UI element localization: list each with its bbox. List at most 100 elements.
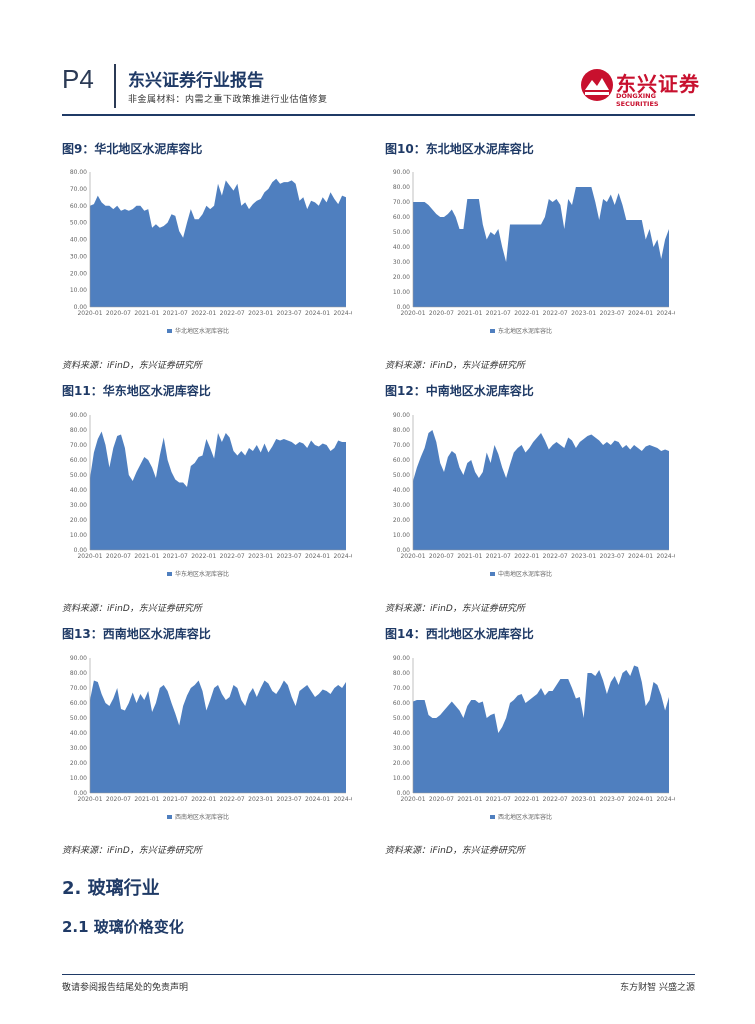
series-area <box>90 431 346 550</box>
figure-source: 资料来源：iFinD，东兴证券研究所 <box>385 361 525 371</box>
legend-label: 华东地区水泥库容比 <box>175 570 229 578</box>
legend-swatch <box>167 329 172 333</box>
y-tick-label: 0.00 <box>74 304 88 311</box>
y-tick-label: 70.00 <box>70 442 87 449</box>
x-tick-label: 2020-01 <box>400 796 425 803</box>
x-tick-label: 2020-07 <box>429 310 454 317</box>
figure-source: 资料来源：iFinD，东兴证券研究所 <box>385 604 525 614</box>
x-tick-label: 2021-07 <box>486 796 511 803</box>
x-tick-label: 2024-01 <box>628 310 653 317</box>
x-tick-label: 2023-07 <box>600 796 625 803</box>
company-logo: 东兴证券 DONGXING SECURITIES <box>580 68 700 108</box>
figure-source: 资料来源：iFinD，东兴证券研究所 <box>385 846 525 856</box>
x-tick-label: 2021-01 <box>457 310 482 317</box>
y-tick-label: 30.00 <box>393 259 410 266</box>
legend-swatch <box>490 815 495 819</box>
x-tick-label: 2023-07 <box>600 553 625 560</box>
legend-label: 西南地区水泥库容比 <box>175 813 229 821</box>
x-tick-label: 2020-07 <box>106 553 131 560</box>
x-tick-label: 2022-01 <box>191 310 216 317</box>
y-tick-label: 90.00 <box>70 412 87 419</box>
y-tick-label: 10.00 <box>393 775 410 782</box>
x-tick-label: 2020-07 <box>429 796 454 803</box>
x-tick-label: 2022-01 <box>514 796 539 803</box>
area-chart: 0.00 10.00 20.00 30.00 40.00 50.00 60.00 70.00 8… <box>70 412 352 578</box>
y-tick-label: 30.00 <box>393 745 410 752</box>
x-tick-label: 2020-07 <box>106 310 131 317</box>
x-tick-label: 2024-01 <box>305 796 330 803</box>
x-tick-label: 2023-07 <box>600 310 625 317</box>
x-tick-label: 2023-01 <box>248 310 273 317</box>
y-tick-label: 80.00 <box>393 184 410 191</box>
x-tick-label: 2024-07 <box>656 796 675 803</box>
figure-title: 图11：华东地区水泥库容比 <box>62 384 211 398</box>
x-tick-label: 2021-07 <box>486 553 511 560</box>
y-tick-label: 20.00 <box>70 270 87 277</box>
y-tick-label: 40.00 <box>393 244 410 251</box>
y-tick-label: 70.00 <box>393 199 410 206</box>
x-tick-label: 2022-01 <box>191 796 216 803</box>
chart-northwest: 0.00 10.00 20.00 30.00 40.00 50.00 60.00 70.00 8… <box>385 648 675 833</box>
y-tick-label: 60.00 <box>70 700 87 707</box>
x-tick-label: 2022-07 <box>220 553 245 560</box>
y-tick-label: 70.00 <box>70 685 87 692</box>
area-chart: 0.00 10.00 20.00 30.00 40.00 50.00 60.00 70.00 8… <box>70 655 352 821</box>
area-chart: 0.00 10.00 20.00 30.00 40.00 50.00 60.00 70.00 8… <box>393 655 675 821</box>
y-tick-label: 0.00 <box>397 547 411 554</box>
series-area <box>90 178 346 307</box>
x-tick-label: 2022-07 <box>543 796 568 803</box>
area-chart: 0.00 10.00 20.00 30.00 40.00 50.00 60.00 70.00 8… <box>70 169 352 335</box>
y-tick-label: 90.00 <box>393 412 410 419</box>
footer-slogan: 东方财智 兴盛之源 <box>620 983 695 993</box>
x-tick-label: 2023-07 <box>277 310 302 317</box>
chart-east: 0.00 10.00 20.00 30.00 40.00 50.00 60.00 70.00 8… <box>62 405 352 590</box>
x-tick-label: 2024-01 <box>305 553 330 560</box>
y-tick-label: 50.00 <box>393 715 410 722</box>
series-area <box>90 680 346 793</box>
legend-swatch <box>167 815 172 819</box>
y-tick-label: 20.00 <box>393 760 410 767</box>
x-tick-label: 2021-07 <box>163 553 188 560</box>
series-area <box>413 665 669 793</box>
x-tick-label: 2023-01 <box>248 796 273 803</box>
chart-northeast: 0.00 10.00 20.00 30.00 40.00 50.00 60.00 70.00 8… <box>385 162 675 347</box>
header-rule <box>62 114 695 116</box>
y-tick-label: 40.00 <box>393 730 410 737</box>
x-tick-label: 2021-07 <box>163 310 188 317</box>
x-tick-label: 2021-01 <box>457 553 482 560</box>
y-tick-label: 60.00 <box>393 457 410 464</box>
y-tick-label: 50.00 <box>393 472 410 479</box>
y-tick-label: 30.00 <box>70 253 87 260</box>
y-tick-label: 10.00 <box>393 532 410 539</box>
y-tick-label: 90.00 <box>70 655 87 662</box>
y-tick-label: 80.00 <box>393 670 410 677</box>
figure-title: 图10：东北地区水泥库容比 <box>385 142 534 156</box>
y-tick-label: 0.00 <box>397 304 411 311</box>
figure-title: 图9：华北地区水泥库容比 <box>62 142 203 156</box>
y-tick-label: 0.00 <box>74 547 88 554</box>
figure-source: 资料来源：iFinD，东兴证券研究所 <box>62 604 202 614</box>
x-tick-label: 2024-01 <box>628 553 653 560</box>
x-tick-label: 2020-01 <box>77 796 102 803</box>
series-area <box>413 430 669 550</box>
figure-source: 资料来源：iFinD，东兴证券研究所 <box>62 846 202 856</box>
section-heading: 2. 玻璃行业 <box>62 878 160 899</box>
y-tick-label: 20.00 <box>393 517 410 524</box>
y-tick-label: 50.00 <box>70 715 87 722</box>
series-area <box>413 187 669 307</box>
y-tick-label: 30.00 <box>393 502 410 509</box>
legend-label: 中南地区水泥库容比 <box>498 570 552 578</box>
x-tick-label: 2020-07 <box>106 796 131 803</box>
x-tick-label: 2024-07 <box>656 553 675 560</box>
y-tick-label: 50.00 <box>70 472 87 479</box>
y-tick-label: 40.00 <box>393 487 410 494</box>
legend-label: 西北地区水泥库容比 <box>498 813 552 821</box>
footer-rule <box>62 974 695 975</box>
x-tick-label: 2021-01 <box>134 553 159 560</box>
y-tick-label: 80.00 <box>70 670 87 677</box>
x-tick-label: 2023-01 <box>571 796 596 803</box>
y-tick-label: 40.00 <box>70 237 87 244</box>
x-tick-label: 2023-01 <box>248 553 273 560</box>
x-tick-label: 2020-01 <box>400 310 425 317</box>
x-tick-label: 2022-07 <box>543 310 568 317</box>
